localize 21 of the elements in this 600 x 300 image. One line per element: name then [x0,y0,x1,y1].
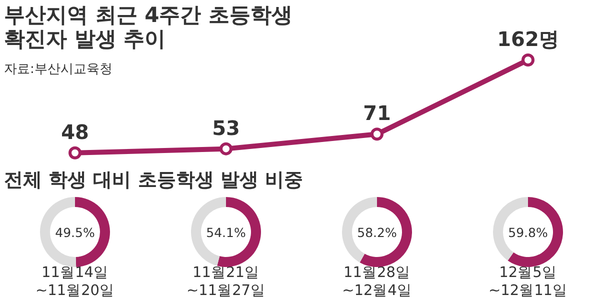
point [370,128,384,141]
data-label: 162명 [497,27,559,51]
chart-title: 부산지역 최근 4주간 초등학생 확진자 발생 추이 [4,3,293,51]
data-label: 59.8% [508,225,548,240]
x-tick-label: 11월28일 ~12월4일 [342,265,412,299]
data-label: 53 [212,116,240,140]
data-label: 48 [61,120,89,144]
data-label: 58.2% [357,225,397,240]
data-label: 54.1% [206,225,246,240]
point [220,142,232,156]
donut-slice [360,197,412,267]
chart-subtitle: 자료:부산시교육청 [4,62,112,77]
donut-slice [508,197,563,267]
point [68,146,82,160]
x-tick-label: 11월14일 ~11월20일 [35,265,115,299]
point [522,54,534,66]
x-tick-label: 12월5일 ~12월11일 [488,265,568,299]
data-label: 71 [363,101,391,126]
x-tick-label: 11월21일 ~11월27일 [186,265,266,299]
data-label: 49.5% [55,225,95,240]
text: 전체 학생 대비 초등학생 발생 비중 [4,169,304,191]
